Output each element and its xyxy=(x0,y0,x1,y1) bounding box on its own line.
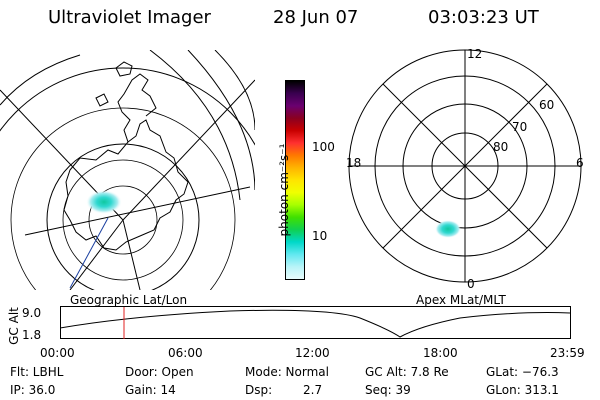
time-label: 03:03:23 UT xyxy=(428,7,539,28)
lat-label-70: 70 xyxy=(512,120,528,134)
dsp-label: Dsp: xyxy=(245,383,273,397)
altitude-xtick-2: 12:00 xyxy=(295,346,330,360)
mlt-label-12: 12 xyxy=(467,47,483,61)
mlt-label-18: 18 xyxy=(346,156,362,170)
lat-label-80: 80 xyxy=(493,140,509,154)
app-title: Ultraviolet Imager xyxy=(48,7,211,28)
altitude-xtick-0: 00:00 xyxy=(40,346,75,360)
color-bar xyxy=(285,80,305,280)
colorbar-tick-10: 10 xyxy=(312,229,328,243)
filter-info: Flt: LBHL xyxy=(10,365,64,379)
gc-alt-info: GC Alt: 7.8 Re xyxy=(365,365,449,379)
colorbar-tick-100: 100 xyxy=(312,140,335,154)
glon-info: GLon: 313.1 xyxy=(486,383,559,397)
altitude-plot xyxy=(60,306,571,339)
altitude-ytick-high: 9.0 xyxy=(22,306,42,320)
altitude-xtick-3: 18:00 xyxy=(423,346,458,360)
mode-info: Mode: Normal xyxy=(245,365,329,379)
gain-info: Gain: 14 xyxy=(125,383,176,397)
date-label: 28 Jun 07 xyxy=(273,7,359,28)
seq-info: Seq: 39 xyxy=(365,383,411,397)
glat-info: GLat: −76.3 xyxy=(486,365,559,379)
altitude-xtick-4: 23:59 xyxy=(550,346,585,360)
geographic-map xyxy=(0,50,255,290)
colorbar-unit-label: photon cm⁻²s⁻¹ xyxy=(277,143,291,237)
apex-caption: Apex MLat/MLT xyxy=(416,293,506,307)
geographic-caption: Geographic Lat/Lon xyxy=(70,293,188,307)
dsp-value: 2.7 xyxy=(303,383,323,397)
altitude-ytick-low: 1.8 xyxy=(22,328,42,342)
door-info: Door: Open xyxy=(125,365,194,379)
altitude-ylabel: GC Alt xyxy=(7,307,21,345)
mlt-label-6: 6 xyxy=(576,156,584,170)
magnetic-map xyxy=(348,49,582,283)
lat-label-60: 60 xyxy=(539,98,555,112)
mlt-label-0: 0 xyxy=(467,277,475,291)
ip-info: IP: 36.0 xyxy=(10,383,56,397)
altitude-xtick-1: 06:00 xyxy=(168,346,203,360)
